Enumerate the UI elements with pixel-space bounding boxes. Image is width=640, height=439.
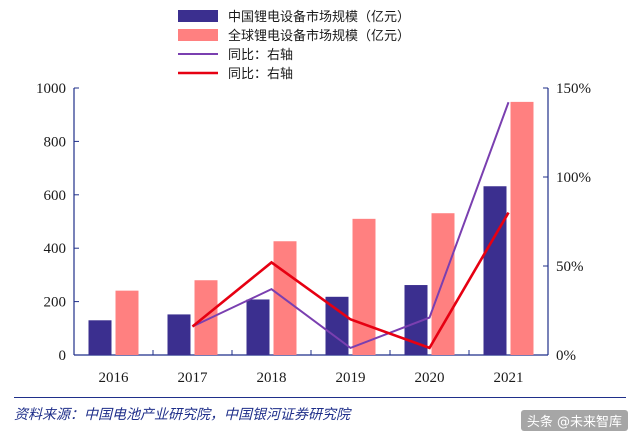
series-line-2	[191, 211, 510, 350]
right-tick-label: 0%	[556, 348, 576, 364]
right-tick-label: 50%	[556, 259, 584, 275]
lines	[191, 101, 510, 350]
legend-swatch	[178, 29, 218, 41]
source-text: 资料来源：中国电池产业研究院，中国银河证券研究院	[14, 407, 350, 423]
tick-labels: 0 200 400 600 800 1000 0% 50% 100% 150% 2016 2017 20…	[36, 81, 591, 386]
axes	[73, 87, 549, 356]
bar-global	[194, 280, 218, 355]
bar-china	[88, 320, 112, 355]
watermark: 头条 @未来智库	[520, 410, 628, 431]
left-tick-label: 400	[44, 241, 67, 257]
legend-label: 全球锂电设备市场规模（亿元）	[228, 28, 410, 44]
right-tick-label: 150%	[556, 81, 591, 97]
source-divider	[14, 397, 626, 398]
left-tick-label: 0	[59, 348, 67, 364]
left-tick-label: 600	[44, 188, 67, 204]
series-line-1	[192, 101, 510, 350]
bar-china	[404, 285, 428, 355]
bar-global	[352, 218, 376, 355]
x-tick-label: 2018	[257, 370, 287, 386]
left-tick-label: 200	[44, 295, 67, 311]
legend-label: 同比：右轴	[228, 48, 293, 63]
right-tick-label: 100%	[556, 170, 591, 186]
x-tick-label: 2020	[415, 370, 445, 386]
left-tick-label: 800	[44, 134, 67, 150]
bar-china	[483, 186, 507, 355]
bar-global	[115, 290, 139, 355]
legend-swatch	[178, 10, 218, 22]
bar-global	[510, 101, 534, 355]
bar-china	[325, 296, 349, 355]
legend-label: 同比：右轴	[228, 67, 293, 82]
bars	[88, 101, 534, 355]
left-tick-label: 1000	[36, 81, 66, 97]
bar-china	[167, 314, 191, 355]
bar-china	[246, 299, 270, 355]
x-tick-label: 2016	[99, 370, 130, 386]
x-tick-label: 2019	[336, 370, 366, 386]
legend-label: 中国锂电设备市场规模（亿元）	[228, 9, 410, 25]
bar-global	[431, 213, 455, 355]
x-tick-label: 2021	[494, 370, 524, 386]
x-tick-label: 2017	[178, 370, 209, 386]
